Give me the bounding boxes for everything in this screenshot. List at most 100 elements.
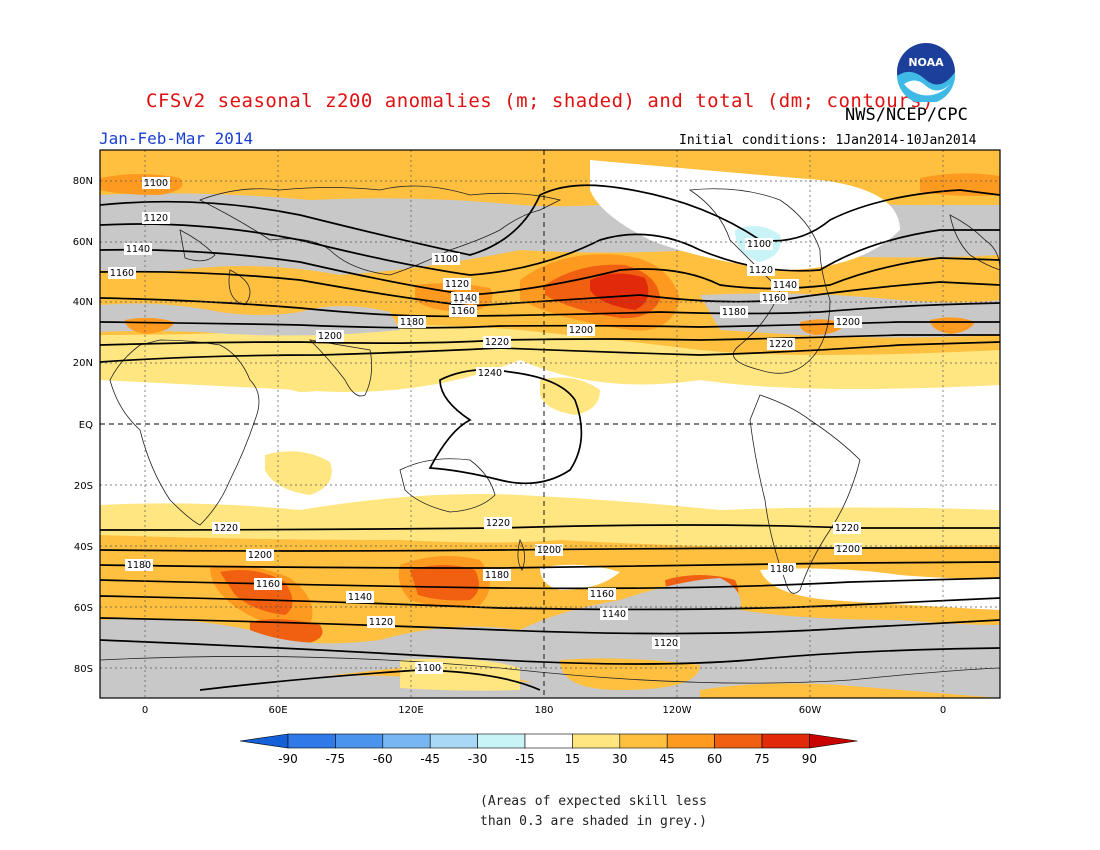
svg-text:1200: 1200	[836, 317, 860, 328]
contour-label: 1120	[443, 278, 471, 290]
contour-label: 1140	[451, 292, 479, 304]
svg-text:1120: 1120	[445, 279, 469, 290]
colorbar-swatch	[572, 733, 621, 749]
contour-label: 1140	[771, 279, 799, 291]
colorbar-swatch	[477, 733, 526, 749]
contour-label: 1180	[768, 563, 796, 575]
svg-text:1120: 1120	[144, 213, 168, 224]
colorbar-swatch	[287, 733, 336, 749]
lon-label: 60E	[268, 705, 287, 716]
svg-text:1140: 1140	[602, 609, 626, 620]
graticule	[100, 150, 1000, 698]
contour-label: 1140	[346, 591, 374, 603]
skill-note-line2: than 0.3 are shaded in grey.)	[480, 814, 707, 829]
svg-text:1140: 1140	[348, 592, 372, 603]
svg-text:1160: 1160	[590, 589, 614, 600]
lon-label: 0	[142, 705, 148, 716]
contour-label: 1160	[254, 578, 282, 590]
svg-text:1120: 1120	[654, 638, 678, 649]
equator-dateline	[100, 150, 1000, 698]
colorbar-swatch	[429, 733, 478, 749]
contour-label: 1200	[567, 324, 595, 336]
svg-text:1100: 1100	[434, 254, 458, 265]
colorbar-arrow-left	[239, 733, 289, 749]
contour-label: 1200	[834, 316, 862, 328]
lat-label: 40S	[74, 542, 93, 553]
lat-label: 80S	[74, 664, 93, 675]
contour-label: 1180	[398, 316, 426, 328]
lon-label: 120W	[663, 705, 692, 716]
svg-text:1140: 1140	[773, 280, 797, 291]
colorbar-arrow-right	[809, 733, 858, 749]
contour-label: 1240	[476, 367, 504, 379]
svg-text:NOAA: NOAA	[908, 56, 944, 69]
contour-label: 1140	[124, 243, 152, 255]
lon-label: 60W	[799, 705, 822, 716]
colorbar-swatch	[666, 733, 715, 749]
lat-label: 20N	[73, 358, 93, 369]
colorbar-label: 45	[660, 752, 675, 766]
contour-label: 1100	[432, 253, 460, 265]
svg-text:1200: 1200	[537, 545, 561, 556]
svg-text:1200: 1200	[836, 544, 860, 555]
svg-text:1200: 1200	[318, 331, 342, 342]
skill-note: (Areas of expected skill less than 0.3 a…	[480, 792, 707, 832]
contour-label: 1100	[415, 662, 443, 674]
colorbar-label: -30	[468, 752, 488, 766]
colorbar-label: -75	[326, 752, 346, 766]
svg-text:1180: 1180	[127, 560, 151, 571]
svg-text:1140: 1140	[126, 244, 150, 255]
colorbar-label: -15	[515, 752, 535, 766]
svg-text:1100: 1100	[144, 178, 168, 189]
svg-text:1180: 1180	[400, 317, 424, 328]
contour-label: 1120	[142, 212, 170, 224]
contour-label: 1200	[834, 543, 862, 555]
svg-text:1220: 1220	[835, 523, 859, 534]
svg-text:1160: 1160	[110, 268, 134, 279]
colorbar-label: 30	[612, 752, 627, 766]
lat-label: 20S	[74, 481, 93, 492]
colorbar-label: -60	[373, 752, 393, 766]
lon-label: 120E	[398, 705, 423, 716]
colorbar-label: -45	[420, 752, 440, 766]
colorbar-label: 60	[707, 752, 722, 766]
lat-axis: 80N 60N 40N 20N EQ 20S 40S 60S 80S	[73, 176, 93, 675]
svg-text:1160: 1160	[451, 306, 475, 317]
colorbar-swatch	[382, 733, 431, 749]
colorbar-swatch	[619, 733, 668, 749]
contour-label: 1200	[246, 549, 274, 561]
contour-label: 1180	[483, 569, 511, 581]
svg-text:1160: 1160	[762, 293, 786, 304]
contour-label: 1220	[833, 522, 861, 534]
contour-labels: 1100 1120 1140 1160 1200 1100 1120 1140 …	[108, 177, 862, 674]
lon-label: 180	[534, 705, 553, 716]
lat-label: 60N	[73, 237, 93, 248]
skill-note-line1: (Areas of expected skill less	[480, 794, 707, 809]
contour-label: 1120	[747, 264, 775, 276]
colorbar-label: 90	[802, 752, 817, 766]
svg-text:1100: 1100	[747, 239, 771, 250]
svg-text:1220: 1220	[486, 518, 510, 529]
contour-label: 1100	[142, 177, 170, 189]
svg-text:1220: 1220	[485, 337, 509, 348]
colorbar-label: -90	[278, 752, 298, 766]
contour-label: 1160	[760, 292, 788, 304]
lon-label: 0	[940, 705, 946, 716]
lat-label: 60S	[74, 603, 93, 614]
svg-text:1120: 1120	[369, 617, 393, 628]
contour-label: 1200	[316, 330, 344, 342]
colorbar-swatch	[761, 733, 810, 749]
contour-label: 1180	[720, 306, 748, 318]
contour-label: 1160	[449, 305, 477, 317]
agency-label: NWS/NCEP/CPC	[845, 105, 968, 125]
svg-text:1240: 1240	[478, 368, 502, 379]
svg-text:1180: 1180	[722, 307, 746, 318]
contour-label: 1100	[745, 238, 773, 250]
contour-label: 1160	[588, 588, 616, 600]
contour-label: 1160	[108, 267, 136, 279]
svg-text:1200: 1200	[569, 325, 593, 336]
svg-text:1220: 1220	[214, 523, 238, 534]
colorbar-label: 75	[754, 752, 769, 766]
lat-label: EQ	[79, 420, 93, 431]
noaa-logo: NOAA	[897, 43, 956, 102]
